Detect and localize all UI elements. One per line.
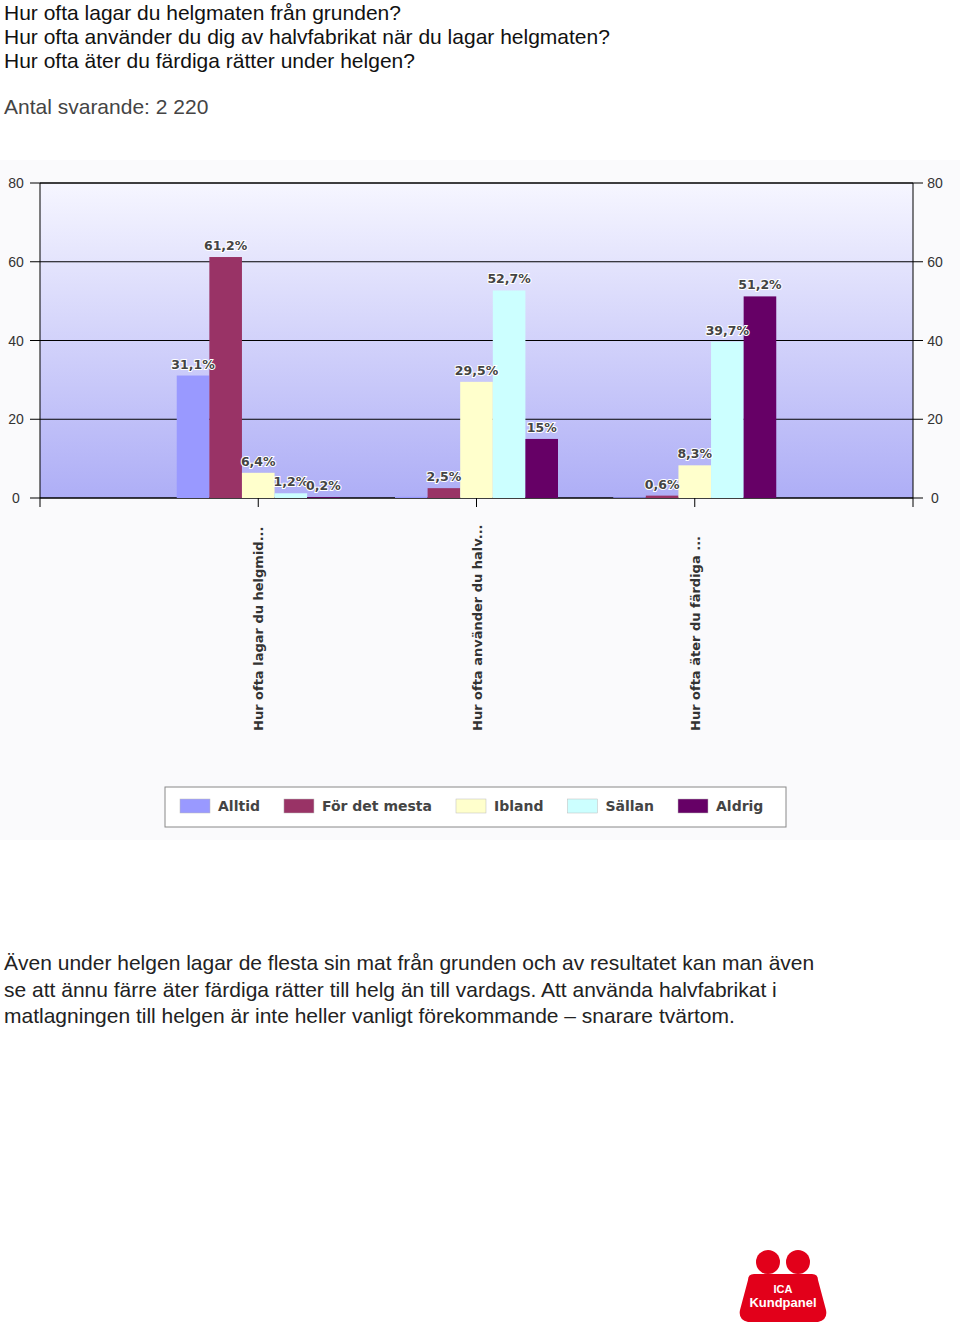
tick-label: 40: [8, 333, 24, 349]
chart: 0 0 20 20 40 40 60 60 80 80 31,1% 61,2% 2,5% 0,6% 6,4%…: [0, 0, 960, 1338]
tick: [30, 261, 40, 262]
data-label: 39,7%: [706, 323, 750, 338]
tick-label: 60: [927, 254, 943, 270]
grid-line: [40, 261, 913, 262]
legend: Alltid För det mesta Ibland Sällan Aldrig: [165, 787, 786, 827]
data-label: 2,5%: [427, 469, 462, 484]
y-axis: [40, 183, 41, 507]
chart-background: [0, 160, 960, 840]
data-label: 61,2%: [204, 238, 248, 253]
grid-line: [40, 183, 913, 184]
bar: [275, 493, 308, 498]
category-tick: [476, 498, 477, 507]
legend-swatch: [567, 799, 597, 813]
bar: [646, 496, 679, 498]
category-tick: [694, 498, 695, 507]
category-label: Hur ofta använder du halv...: [470, 524, 485, 731]
bar: [460, 382, 493, 498]
y2-axis: [913, 183, 914, 507]
title-line: Hur ofta äter du färdiga rätter under he…: [4, 49, 610, 73]
title-line: Hur ofta lagar du helgmaten från grunden…: [4, 1, 610, 25]
tick-label: 80: [8, 175, 24, 191]
bar: [613, 497, 646, 498]
category-label: Hur ofta äter du färdiga ...: [688, 536, 703, 731]
logo-text: ICA: [774, 1283, 793, 1295]
legend-label: Aldrig: [716, 798, 763, 814]
legend-label: För det mesta: [322, 798, 432, 814]
category-tick: [258, 498, 259, 507]
data-label: 15%: [527, 420, 557, 435]
legend-swatch: [456, 799, 486, 813]
tick: [913, 340, 923, 341]
frame-top: [40, 183, 913, 184]
title-line: Hur ofta använder du dig av halvfabrikat…: [4, 25, 610, 49]
bar: [711, 342, 744, 498]
note: Även under helgen lagar de flesta sin ma…: [4, 950, 839, 1030]
data-label: 6,4%: [241, 454, 276, 469]
tick-label: 20: [927, 411, 943, 427]
logo-text: Kundpanel: [749, 1295, 816, 1310]
logo-head: [786, 1250, 810, 1274]
tick: [30, 183, 40, 184]
tick-label: 0: [12, 490, 20, 506]
legend-swatch: [180, 799, 210, 813]
tick: [30, 419, 40, 420]
legend-swatch: [678, 799, 708, 813]
data-label: 29,5%: [455, 363, 499, 378]
tick: [913, 498, 923, 499]
tick-label: 80: [927, 175, 943, 191]
bar: [307, 497, 340, 498]
tick-label: 0: [931, 490, 939, 506]
titles: Hur ofta lagar du helgmaten från grunden…: [4, 1, 610, 73]
legend-swatch: [284, 799, 314, 813]
bar: [493, 290, 526, 498]
tick: [913, 183, 923, 184]
tick: [30, 340, 40, 341]
bar: [177, 376, 210, 498]
logo-head: [756, 1250, 780, 1274]
bar: [242, 473, 275, 498]
bar: [678, 465, 711, 498]
tick-label: 20: [8, 411, 24, 427]
category-label: Hur ofta lagar du helgmid...: [251, 527, 266, 731]
data-label: 1,2%: [274, 474, 309, 489]
data-label: 8,3%: [677, 446, 712, 461]
tick-label: 40: [927, 333, 943, 349]
bar: [525, 439, 558, 498]
tick: [913, 419, 923, 420]
tick-label: 60: [8, 254, 24, 270]
logo-body: [740, 1274, 827, 1322]
data-label: 51,2%: [738, 277, 782, 292]
data-label: 0,6%: [645, 477, 680, 492]
bar: [209, 257, 242, 498]
grid-line: [40, 340, 913, 341]
bar: [428, 488, 461, 498]
data-label: 0,2%: [306, 478, 341, 493]
bar: [395, 497, 428, 498]
legend-label: Alltid: [218, 798, 260, 814]
plot-background: [40, 183, 913, 498]
data-label: 52,7%: [487, 271, 531, 286]
subtitle: Antal svarande: 2 220: [4, 95, 208, 119]
tick: [30, 498, 40, 499]
tick: [913, 261, 923, 262]
legend-box: [165, 787, 786, 827]
bars: [177, 257, 777, 498]
logo: ICAKundpanel: [740, 1250, 827, 1322]
legend-label: Ibland: [494, 798, 543, 814]
data-label: 31,1%: [171, 357, 215, 372]
legend-label: Sällan: [605, 798, 654, 814]
